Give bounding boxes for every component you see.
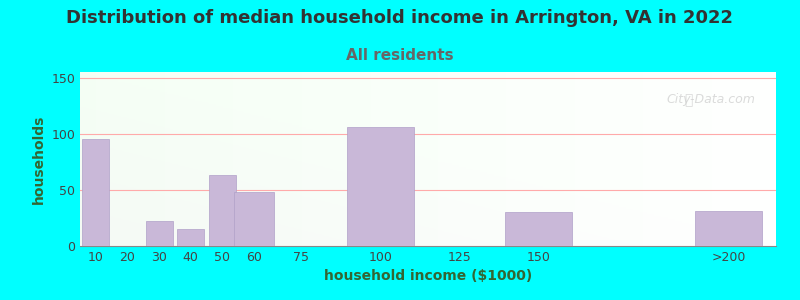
- Bar: [347, 127, 414, 246]
- Bar: [178, 229, 204, 246]
- Bar: [146, 221, 173, 246]
- Bar: [695, 211, 762, 246]
- Bar: [82, 140, 110, 246]
- Text: City-Data.com: City-Data.com: [666, 93, 755, 106]
- X-axis label: household income ($1000): household income ($1000): [324, 269, 532, 284]
- Text: Distribution of median household income in Arrington, VA in 2022: Distribution of median household income …: [66, 9, 734, 27]
- Text: Ⓜ: Ⓜ: [684, 93, 693, 107]
- Y-axis label: households: households: [32, 114, 46, 204]
- Bar: [209, 175, 236, 246]
- Bar: [234, 192, 274, 246]
- Bar: [505, 212, 572, 246]
- Text: All residents: All residents: [346, 48, 454, 63]
